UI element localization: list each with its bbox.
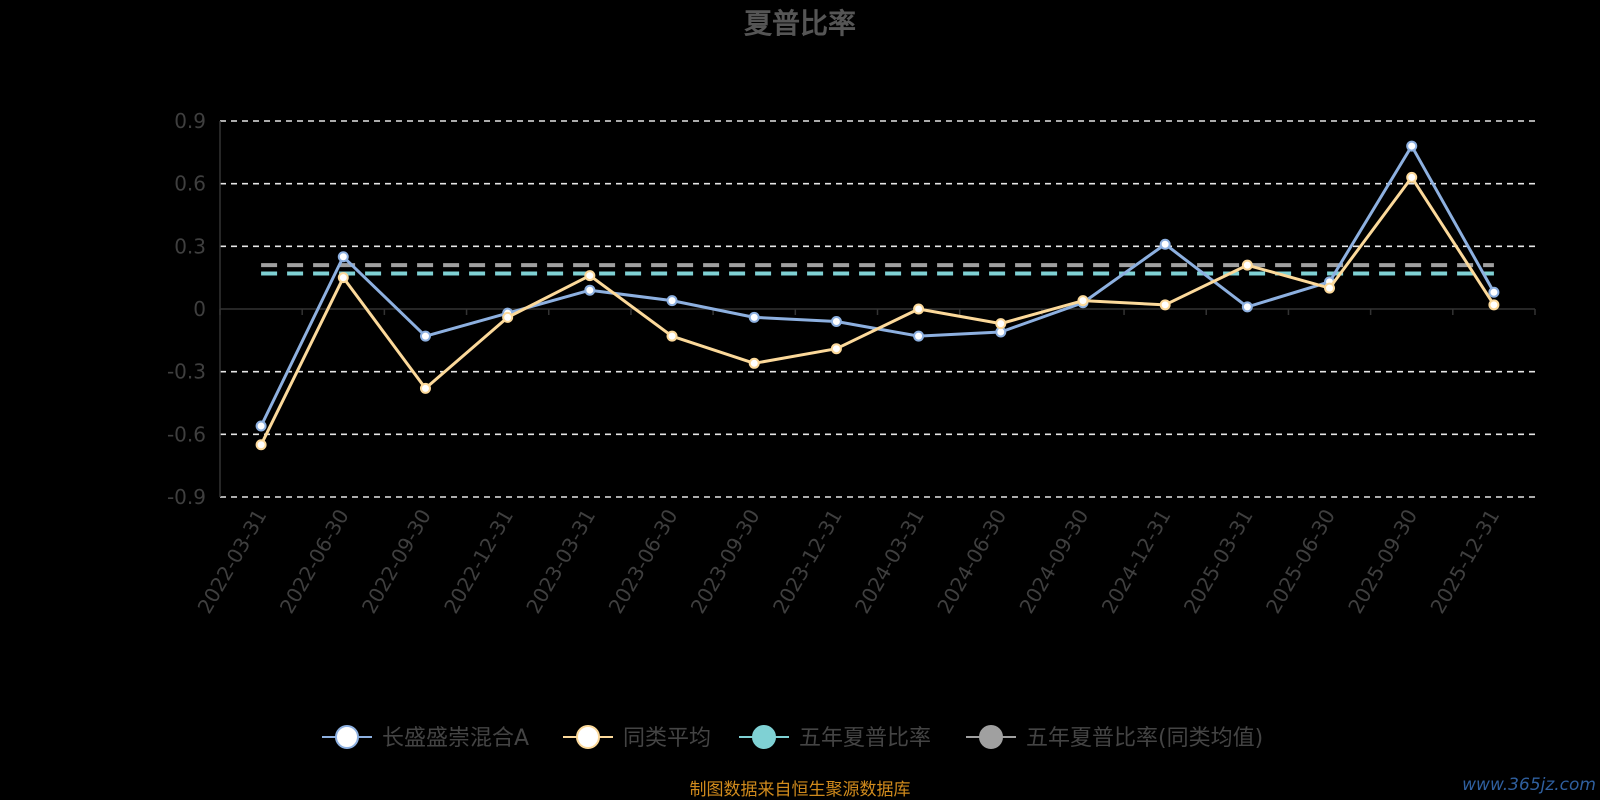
legend-item[interactable]: 长盛盛崇混合A: [322, 725, 529, 751]
y-tick-label: -0.9: [167, 485, 206, 509]
data-point[interactable]: [1241, 301, 1253, 313]
data-point[interactable]: [337, 251, 349, 263]
data-point[interactable]: [1406, 171, 1418, 183]
data-point[interactable]: [748, 357, 760, 369]
x-tick-label: 2023-09-30: [686, 505, 765, 618]
data-point[interactable]: [584, 284, 596, 296]
data-point[interactable]: [584, 270, 596, 282]
legend-label: 同类平均: [623, 726, 711, 751]
reference-lines: [261, 263, 1494, 276]
data-point[interactable]: [666, 330, 678, 342]
watermark: www.365jz.com: [1462, 775, 1596, 795]
y-tick-label: -0.3: [167, 360, 206, 384]
series-lines: [255, 140, 1500, 451]
data-point[interactable]: [255, 439, 267, 451]
series-line: [259, 144, 1496, 427]
x-tick-label: 2023-12-31: [768, 505, 847, 618]
data-point[interactable]: [830, 343, 842, 355]
legend-marker-icon: [752, 725, 776, 749]
x-tick-label: 2022-12-31: [439, 505, 518, 618]
series-line: [259, 175, 1496, 446]
legend[interactable]: 长盛盛崇混合A 同类平均 五年夏普比率 五年夏普比率(同类均值): [322, 725, 1263, 751]
legend-item[interactable]: 同类平均: [563, 725, 711, 751]
data-point[interactable]: [1077, 295, 1089, 307]
x-tick-label: 2025-09-30: [1343, 505, 1422, 618]
legend-marker-icon: [979, 725, 1003, 749]
data-point[interactable]: [1488, 299, 1500, 311]
legend-item[interactable]: 五年夏普比率: [739, 725, 931, 751]
y-tick-label: -0.6: [167, 422, 206, 446]
legend-label: 五年夏普比率: [799, 726, 931, 751]
legend-marker-icon: [335, 725, 359, 749]
legend-label: 五年夏普比率(同类均值): [1026, 726, 1263, 751]
x-tick-label: 2024-03-31: [850, 505, 929, 618]
source-note: 制图数据来自恒生聚源数据库: [690, 780, 911, 800]
x-tick-label: 2024-09-30: [1014, 505, 1093, 618]
data-point[interactable]: [1159, 238, 1171, 250]
chart-title: 夏普比率: [744, 7, 856, 40]
x-tick-label: 2022-03-31: [193, 505, 272, 618]
data-point[interactable]: [748, 311, 760, 323]
legend-item[interactable]: 五年夏普比率(同类均值): [966, 725, 1263, 751]
x-tick-label: 2025-06-30: [1261, 505, 1340, 618]
data-point[interactable]: [419, 382, 431, 394]
y-tick-label: 0.6: [174, 172, 206, 196]
legend-label: 长盛盛崇混合A: [382, 726, 529, 751]
x-tick-label: 2024-12-31: [1097, 505, 1176, 618]
x-tick-label: 2024-06-30: [932, 505, 1011, 618]
data-point[interactable]: [830, 316, 842, 328]
data-point[interactable]: [995, 318, 1007, 330]
legend-marker-icon: [576, 725, 600, 749]
data-point[interactable]: [502, 311, 514, 323]
x-tick-label: 2023-03-31: [521, 505, 600, 618]
data-point[interactable]: [1406, 140, 1418, 152]
data-point[interactable]: [913, 303, 925, 315]
data-point[interactable]: [913, 330, 925, 342]
data-point[interactable]: [1488, 286, 1500, 298]
x-tick-label: 2023-06-30: [604, 505, 683, 618]
x-tick-label: 2025-03-31: [1179, 505, 1258, 618]
data-point[interactable]: [337, 272, 349, 284]
data-point[interactable]: [1159, 299, 1171, 311]
x-tick-label: 2022-06-30: [275, 505, 354, 618]
y-tick-label: 0.3: [174, 234, 206, 258]
data-point[interactable]: [255, 420, 267, 432]
y-tick-label: 0.9: [174, 109, 206, 133]
data-point[interactable]: [666, 295, 678, 307]
y-tick-label: 0: [193, 297, 206, 321]
data-point[interactable]: [419, 330, 431, 342]
data-point[interactable]: [1324, 282, 1336, 294]
x-tick-label: 2022-09-30: [357, 505, 436, 618]
x-tick-label: 2025-12-31: [1425, 505, 1504, 618]
data-point[interactable]: [1241, 259, 1253, 271]
